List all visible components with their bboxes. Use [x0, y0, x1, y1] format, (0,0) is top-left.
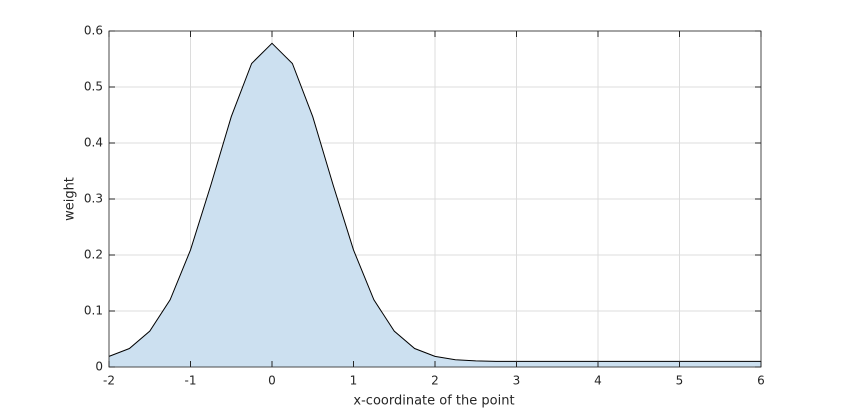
x-tick-label: 5 [676, 374, 684, 388]
x-tick-label: 4 [594, 374, 602, 388]
x-tick-label: 1 [350, 374, 358, 388]
y-tick-label: 0.6 [84, 24, 103, 38]
y-tick-label: 0.3 [84, 192, 103, 206]
y-tick-label: 0.5 [84, 80, 103, 94]
x-tick-label: 2 [431, 374, 439, 388]
x-tick-label: 6 [757, 374, 765, 388]
x-tick-label: -2 [103, 374, 115, 388]
y-tick-label: 0.2 [84, 248, 103, 262]
area-line [108, 42, 761, 362]
y-tick-label: 0.1 [84, 304, 103, 318]
x-axis-label: x-coordinate of the point [353, 394, 514, 409]
y-tick-label: 0 [95, 360, 103, 374]
x-tick-label: -1 [185, 374, 197, 388]
area-fill [109, 43, 761, 367]
y-tick-label: 0.4 [84, 136, 103, 150]
x-tick-label: 0 [268, 374, 276, 388]
x-tick-label: 3 [513, 374, 521, 388]
y-axis-label: weight [63, 177, 78, 221]
